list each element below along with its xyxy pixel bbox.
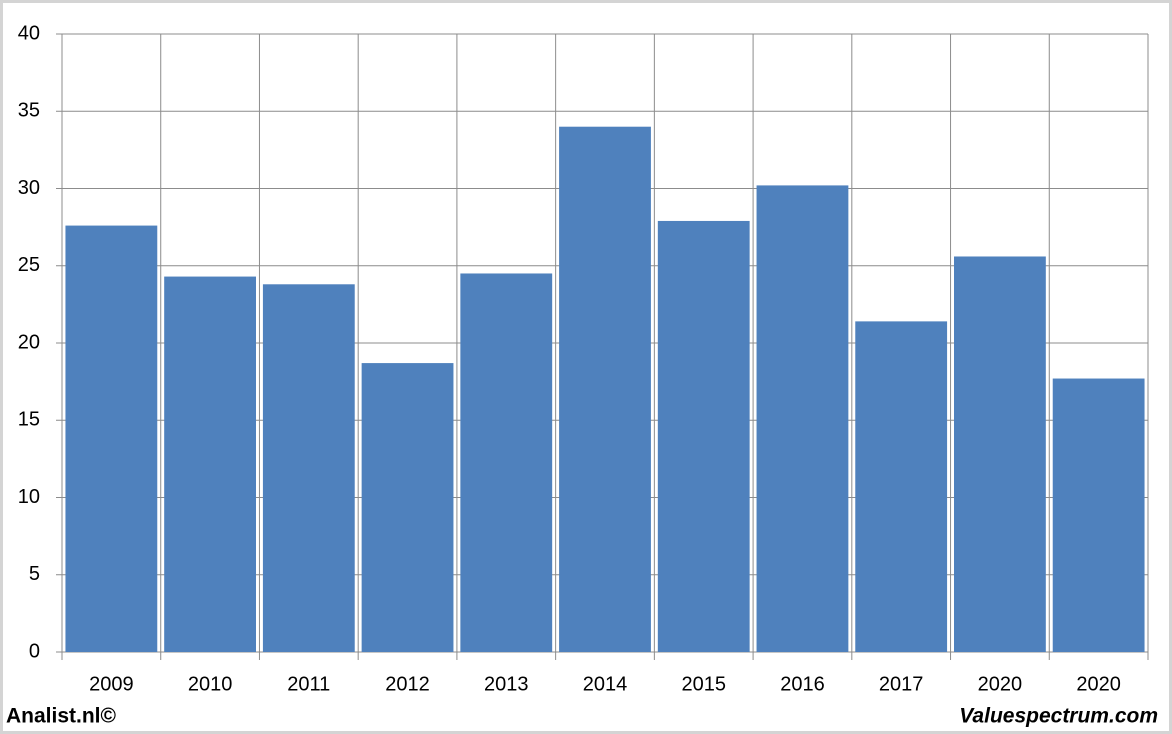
footer-left: Analist.nl© bbox=[6, 705, 117, 728]
bar bbox=[559, 126, 651, 652]
y-tick-label: 15 bbox=[18, 409, 40, 431]
x-tick-label: 2013 bbox=[484, 673, 529, 695]
x-tick-label: 2011 bbox=[287, 673, 330, 695]
bar bbox=[657, 220, 750, 652]
x-tick-label: 2010 bbox=[188, 673, 233, 695]
bar bbox=[262, 284, 355, 652]
bar bbox=[756, 185, 849, 652]
y-tick-label: 40 bbox=[18, 22, 40, 44]
x-tick-label: 2020 bbox=[978, 673, 1023, 695]
y-tick-label: 25 bbox=[18, 254, 40, 276]
y-tick-label: 10 bbox=[18, 486, 40, 508]
x-tick-label: 2009 bbox=[89, 673, 134, 695]
bar bbox=[855, 321, 948, 652]
bar bbox=[65, 225, 158, 652]
x-tick-label: 2017 bbox=[879, 673, 924, 695]
y-tick-label: 35 bbox=[18, 100, 40, 122]
y-tick-label: 20 bbox=[18, 331, 40, 353]
bar bbox=[361, 363, 454, 652]
y-tick-label: 5 bbox=[29, 563, 40, 585]
x-tick-label: 2016 bbox=[780, 673, 825, 695]
bar bbox=[460, 273, 553, 652]
x-tick-label: 2015 bbox=[681, 673, 726, 695]
y-tick-label: 0 bbox=[29, 640, 40, 662]
x-tick-label: 2020 bbox=[1076, 673, 1121, 695]
bar bbox=[164, 276, 256, 652]
x-tick-label: 2012 bbox=[385, 673, 430, 695]
footer-right: Valuespectrum.com bbox=[959, 705, 1158, 728]
x-tick-label: 2014 bbox=[583, 673, 628, 695]
bar bbox=[954, 256, 1046, 652]
bar bbox=[1052, 378, 1145, 652]
y-tick-label: 30 bbox=[18, 177, 40, 199]
